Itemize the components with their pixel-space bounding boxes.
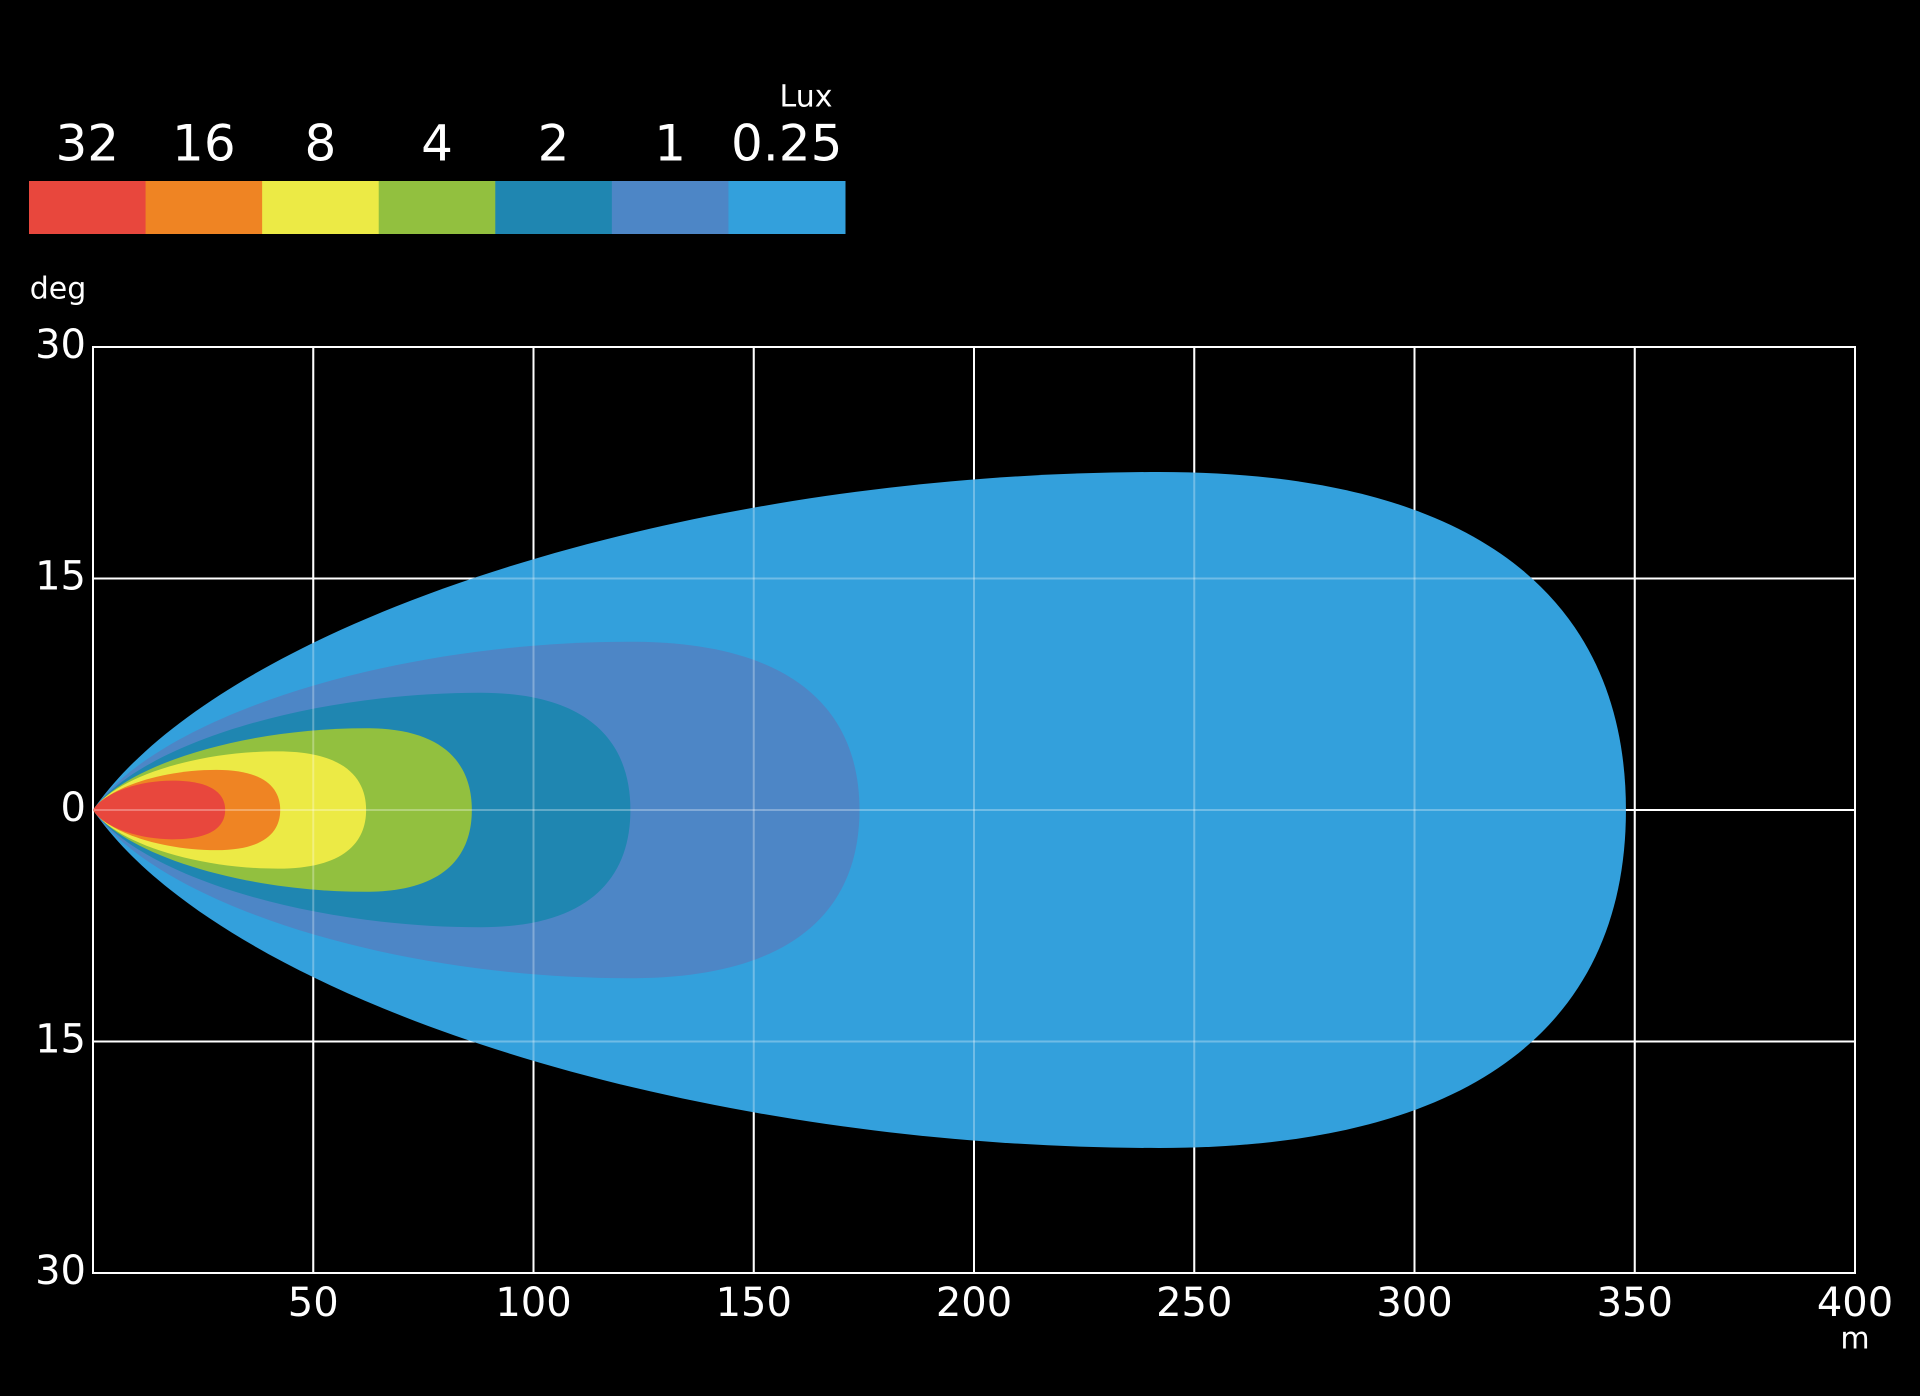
legend-label: 8 xyxy=(305,115,337,173)
y-tick-label: 15 xyxy=(35,554,86,600)
x-tick-label: 350 xyxy=(1597,1280,1673,1326)
y-tick-label: 30 xyxy=(35,1248,86,1294)
legend-label: 4 xyxy=(421,115,453,173)
legend-swatch xyxy=(611,181,729,234)
y-tick-label: 15 xyxy=(35,1017,86,1063)
legend-label: 32 xyxy=(55,115,119,173)
legend-swatch xyxy=(728,181,846,234)
x-axis-label: m xyxy=(1840,1322,1869,1357)
legend-label: 1 xyxy=(654,115,686,173)
legend-swatch xyxy=(145,181,263,234)
x-tick-label: 250 xyxy=(1156,1280,1232,1326)
legend-label: 2 xyxy=(538,115,570,173)
x-tick-label: 100 xyxy=(495,1280,571,1326)
x-tick-label: 400 xyxy=(1817,1280,1893,1326)
x-tick-label: 300 xyxy=(1376,1280,1452,1326)
x-tick-label: 50 xyxy=(288,1280,339,1326)
y-tick-label: 30 xyxy=(35,322,86,368)
legend-swatch xyxy=(378,181,496,234)
y-axis-label: deg xyxy=(30,272,87,307)
x-tick-label: 200 xyxy=(936,1280,1012,1326)
legend-swatch xyxy=(495,181,613,234)
legend-title: Lux xyxy=(780,80,833,115)
x-tick-label: 150 xyxy=(716,1280,792,1326)
isolux-contour xyxy=(93,780,226,840)
legend-swatch xyxy=(262,181,380,234)
legend-label: 16 xyxy=(172,115,236,173)
legend-label: 0.25 xyxy=(731,115,842,173)
legend-swatch xyxy=(29,181,147,234)
y-tick-label: 0 xyxy=(61,785,86,831)
